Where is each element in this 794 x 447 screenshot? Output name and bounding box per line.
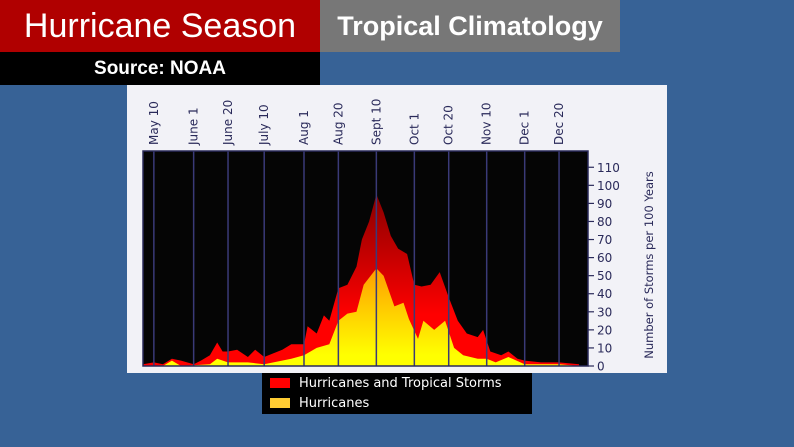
legend-item-all-storms: Hurricanes and Tropical Storms — [262, 373, 532, 393]
x-tick-label: Nov 10 — [480, 102, 494, 145]
y-tick-label: 50 — [597, 269, 612, 283]
x-tick-label: Dec 20 — [552, 103, 566, 145]
legend-item-hurricanes: Hurricanes — [262, 393, 532, 413]
x-tick-label: Dec 1 — [518, 110, 532, 145]
y-tick-label: 80 — [597, 215, 612, 229]
legend: Hurricanes and Tropical Storms Hurricane… — [262, 373, 532, 414]
series-area-hurricanes — [143, 268, 579, 366]
y-tick-label: 70 — [597, 233, 612, 247]
y-tick-label: 40 — [597, 287, 612, 301]
x-tick-label: Oct 20 — [442, 105, 456, 145]
legend-label: Hurricanes and Tropical Storms — [299, 375, 502, 391]
x-tick-label: June 20 — [221, 100, 235, 146]
source-label: Source: NOAA — [0, 52, 320, 85]
x-tick-label: Sept 10 — [369, 99, 383, 145]
y-tick-label: 0 — [597, 360, 605, 374]
y-tick-label: 90 — [597, 197, 612, 211]
x-tick-label: May 10 — [147, 101, 161, 145]
y-tick-label: 110 — [597, 161, 620, 175]
slide-title: Hurricane Season — [0, 0, 320, 52]
storm-climatology-chart: May 10 June 1 June 20 July 10 Aug 1 Aug 20 Sep… — [142, 99, 656, 374]
y-tick-label: 20 — [597, 323, 612, 337]
x-tick-label: June 1 — [187, 107, 201, 146]
y-tick-label: 60 — [597, 251, 612, 265]
legend-swatch-yellow — [270, 398, 290, 408]
plot-border — [142, 150, 589, 367]
y-tick-label: 30 — [597, 305, 612, 319]
x-tick-label: Aug 20 — [331, 102, 345, 145]
y-tick-label: 10 — [597, 341, 612, 355]
x-tick-label: July 10 — [257, 104, 271, 146]
legend-label: Hurricanes — [299, 395, 370, 411]
x-tick-label: Aug 1 — [297, 110, 311, 145]
x-tick-label: Oct 1 — [407, 113, 421, 145]
y-tick-label: 100 — [597, 179, 620, 193]
legend-swatch-red — [270, 378, 290, 388]
slide-subtitle: Tropical Climatology — [320, 0, 620, 52]
y-axis-label: Number of Storms per 100 Years — [642, 171, 656, 359]
series-area-all-storms — [143, 194, 579, 366]
